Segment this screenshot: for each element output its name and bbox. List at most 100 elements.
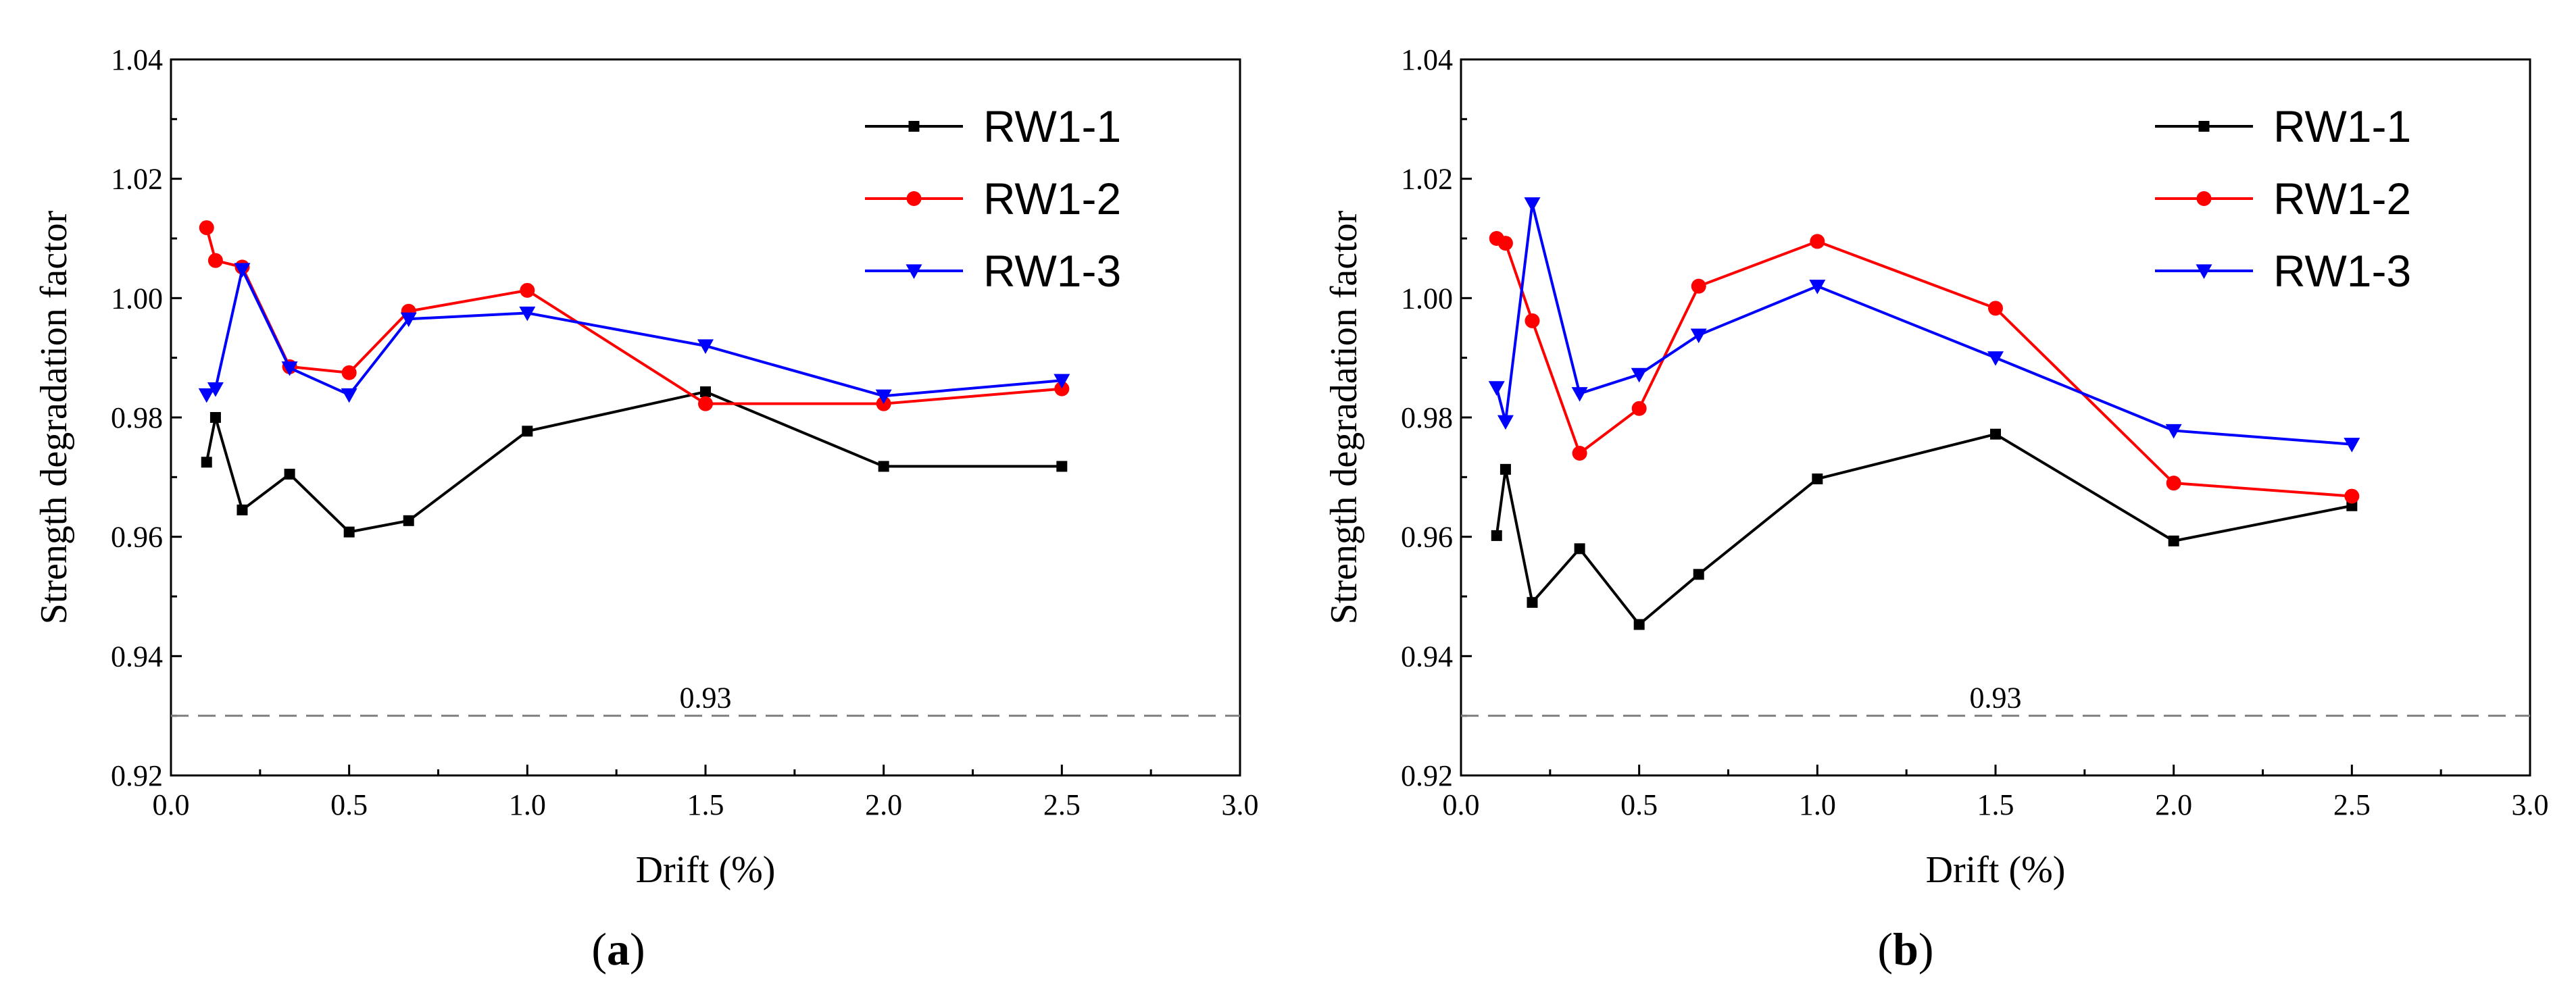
data-point (2344, 488, 2360, 504)
data-point (1574, 543, 1585, 555)
data-point (906, 191, 922, 206)
legend-item: RW1-3 (2155, 246, 2411, 296)
data-point (697, 339, 714, 354)
data-point (400, 312, 417, 328)
y-tick-label: 0.92 (1401, 759, 1453, 792)
data-point (2166, 476, 2181, 491)
data-point (1491, 530, 1502, 541)
chart-panel-b: 0.0 0.5 1.0 1.5 2.0 2.5 3.0 0.92 0.94 0.96 0.98 1.0… (1323, 43, 2549, 975)
data-point (1497, 415, 1514, 430)
data-point (207, 382, 224, 397)
data-point (1571, 387, 1588, 402)
data-point (341, 365, 357, 380)
series-line (1495, 237, 2352, 498)
data-point (198, 388, 215, 403)
x-tick-label: 0.5 (330, 788, 368, 821)
data-point (209, 412, 221, 423)
legend-label: RW1-1 (983, 101, 1121, 151)
x-tick-label: 3.0 (2512, 788, 2549, 821)
data-point (522, 426, 533, 437)
data-point (403, 515, 414, 526)
panel-label: (a) (591, 923, 645, 975)
data-point (1572, 446, 1587, 461)
series-rw1-2 (199, 220, 1070, 411)
legend-item: RW1-2 (865, 174, 1121, 224)
data-point (2198, 121, 2210, 132)
data-point (878, 461, 889, 472)
y-tick-label: 1.04 (1401, 43, 1453, 76)
y-axis-label: Strength degradation factor (33, 210, 75, 624)
data-point (1693, 569, 1704, 580)
x-axis-label: Drift (%) (636, 849, 776, 891)
y-tick-label: 1.00 (111, 282, 163, 315)
data-point (519, 306, 536, 322)
x-tick-label: 1.5 (1977, 788, 2014, 821)
legend-label: RW1-3 (2273, 246, 2411, 296)
y-tick-label: 0.96 (1401, 521, 1453, 554)
reference-line-label: 0.93 (1970, 682, 2022, 715)
legend-label: RW1-1 (2273, 101, 2411, 151)
y-tick-label: 1.00 (1401, 282, 1453, 315)
series-rw1-3 (198, 263, 1070, 405)
y-tick-label: 0.98 (111, 401, 163, 434)
data-point (1990, 428, 2001, 440)
data-point (1054, 381, 1070, 397)
data-point (908, 121, 920, 132)
data-point (1691, 278, 1706, 294)
x-tick-label: 3.0 (1222, 788, 1259, 821)
panel-label: (b) (1877, 923, 1933, 975)
data-point (1809, 280, 1826, 295)
data-point (281, 361, 298, 376)
legend-label: RW1-3 (983, 246, 1121, 296)
x-tick-label: 0.0 (1443, 788, 1480, 821)
data-point (700, 386, 711, 398)
series-line (205, 265, 1062, 398)
plot-frame (1460, 58, 2531, 777)
x-tick-label: 1.0 (1799, 788, 1836, 821)
y-tick-label: 1.02 (111, 163, 163, 196)
data-point (343, 526, 355, 538)
series-line (1495, 203, 2352, 446)
data-point (234, 263, 251, 278)
series-line (205, 227, 1062, 405)
x-tick-label: 1.0 (509, 788, 546, 821)
x-tick-label: 2.0 (865, 788, 902, 821)
data-point (1631, 401, 1647, 416)
legend-item: RW1-3 (865, 246, 1121, 296)
data-point (520, 282, 535, 298)
x-tick-label: 2.0 (2155, 788, 2192, 821)
data-point (906, 264, 922, 279)
x-tick-label: 0.5 (1620, 788, 1658, 821)
data-point (207, 253, 223, 268)
data-point (1633, 619, 1645, 630)
data-point (1054, 374, 1070, 389)
data-point (1500, 463, 1511, 475)
x-tick-label: 2.5 (2333, 788, 2371, 821)
data-point (2344, 438, 2360, 453)
legend-item: RW1-2 (2155, 174, 2411, 224)
series-rw1-2 (1489, 231, 2360, 504)
y-tick-label: 1.04 (111, 43, 163, 76)
y-tick-label: 1.02 (1401, 163, 1453, 196)
data-point (1631, 367, 1648, 383)
reference-line-label: 0.93 (680, 682, 732, 715)
series-rw1-3 (1488, 197, 2360, 453)
legend-item: RW1-1 (2155, 101, 2411, 151)
data-point (2168, 535, 2179, 546)
data-point (237, 504, 248, 515)
data-point (201, 457, 212, 468)
legend-label: RW1-2 (2273, 174, 2411, 224)
y-axis-label: Strength degradation factor (1323, 210, 1365, 624)
data-point (1056, 461, 1068, 472)
series-rw1-1 (201, 386, 1068, 538)
plot-frame (170, 58, 1241, 777)
series-line (205, 390, 1062, 534)
data-point (1497, 236, 1513, 251)
data-point (1488, 381, 1505, 396)
x-axis-label: Drift (%) (1926, 849, 2066, 891)
y-tick-label: 0.96 (111, 521, 163, 554)
data-point (875, 389, 892, 405)
data-point (1812, 473, 1823, 484)
y-tick-label: 0.94 (111, 640, 163, 673)
chart-panel-a: 0.0 0.5 1.0 1.5 2.0 2.5 3.0 0.92 0.94 0.96 0.98 1.0… (33, 43, 1259, 975)
